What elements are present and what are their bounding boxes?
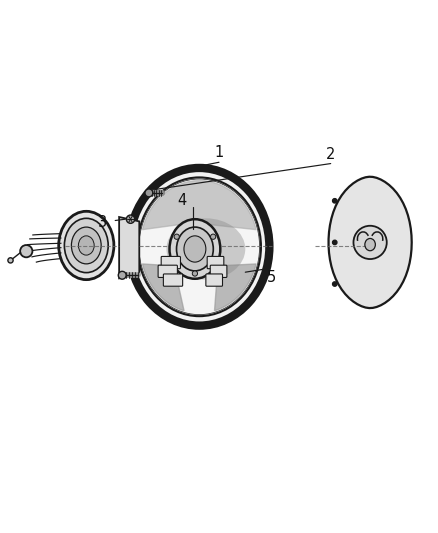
FancyBboxPatch shape (207, 256, 224, 269)
Circle shape (126, 215, 135, 223)
Ellipse shape (170, 219, 220, 279)
Circle shape (118, 271, 126, 279)
Text: 3: 3 (99, 215, 107, 230)
Text: 4: 4 (177, 193, 187, 208)
Circle shape (8, 258, 13, 263)
Ellipse shape (177, 227, 213, 271)
Circle shape (332, 199, 337, 203)
Polygon shape (206, 251, 256, 311)
Ellipse shape (78, 236, 94, 255)
Circle shape (332, 282, 337, 286)
FancyBboxPatch shape (206, 274, 223, 286)
Polygon shape (328, 177, 412, 308)
FancyBboxPatch shape (163, 274, 183, 286)
Ellipse shape (59, 211, 114, 280)
Circle shape (353, 226, 387, 259)
Circle shape (145, 189, 153, 197)
Circle shape (192, 271, 198, 276)
FancyBboxPatch shape (158, 265, 177, 278)
Circle shape (20, 245, 32, 257)
Ellipse shape (365, 238, 375, 251)
Ellipse shape (138, 177, 261, 316)
FancyBboxPatch shape (210, 265, 227, 278)
Polygon shape (142, 181, 256, 230)
Circle shape (174, 234, 179, 239)
Text: 2: 2 (326, 147, 336, 163)
Circle shape (332, 240, 337, 245)
Ellipse shape (71, 227, 101, 264)
Ellipse shape (184, 236, 206, 262)
Ellipse shape (139, 179, 260, 314)
Polygon shape (119, 217, 139, 278)
Ellipse shape (166, 219, 245, 280)
Polygon shape (142, 251, 184, 311)
Text: 1: 1 (214, 145, 224, 160)
FancyBboxPatch shape (161, 256, 180, 269)
Ellipse shape (129, 168, 269, 326)
Ellipse shape (64, 219, 108, 273)
Circle shape (211, 234, 216, 239)
Text: 5: 5 (267, 270, 276, 285)
